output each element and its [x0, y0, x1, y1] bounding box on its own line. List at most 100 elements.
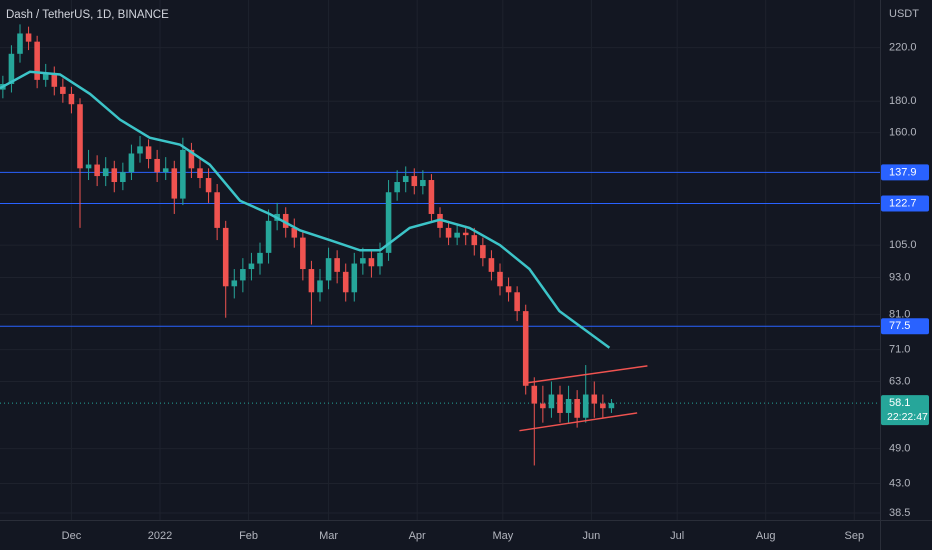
x-tick-label: Dec	[62, 530, 82, 542]
candle-body	[102, 168, 109, 177]
x-tick-label: Sep	[844, 530, 864, 542]
candle-body	[154, 158, 160, 173]
y-axis-label: USDT	[889, 8, 919, 20]
candle-body	[420, 180, 426, 187]
price-line-label: 122.7	[889, 197, 917, 209]
x-tick-label: May	[492, 530, 513, 542]
candle-body	[42, 73, 49, 80]
candle-body	[214, 192, 220, 228]
candle-body	[411, 176, 418, 187]
current-price-label-bg	[881, 395, 929, 426]
candle-body	[51, 73, 58, 87]
x-tick-label: Feb	[239, 530, 258, 542]
candle-body	[68, 93, 75, 105]
moving-average	[0, 70, 611, 349]
candle-body	[608, 403, 615, 409]
y-tick-label: 160.0	[889, 127, 917, 139]
price-line-label-bg	[881, 318, 929, 335]
x-tick-label: Jul	[670, 530, 684, 542]
candle-body	[385, 192, 392, 253]
y-tick-label: 81.0	[889, 308, 910, 320]
candle-body	[565, 399, 572, 413]
candle-body	[111, 168, 118, 183]
candle-body	[308, 269, 315, 293]
candle-body	[300, 237, 306, 270]
y-tick-label: 220.0	[889, 42, 917, 54]
chart-title: Dash / TetherUS, 1D, BINANCE	[6, 9, 169, 21]
candle-body	[248, 263, 255, 270]
candle-body	[591, 394, 598, 404]
candle-body	[394, 182, 400, 193]
candle-body	[428, 180, 435, 214]
candle-body	[480, 245, 486, 259]
candle-body	[351, 263, 358, 293]
candle-body	[402, 176, 409, 183]
y-tick-label: 180.0	[889, 95, 917, 107]
channel-line	[519, 412, 638, 432]
candle-body	[531, 385, 538, 404]
candle-body	[180, 149, 186, 199]
y-tick-label: 49.0	[889, 442, 910, 454]
price-line-label-bg	[881, 195, 929, 212]
candle-body	[34, 41, 40, 80]
x-tick-label: Aug	[756, 530, 776, 542]
candle-body	[574, 399, 580, 418]
price-line-label: 77.5	[889, 320, 910, 332]
candle-body	[522, 311, 529, 386]
y-tick-label: 93.0	[889, 271, 910, 283]
candle-body	[445, 227, 452, 238]
candle-body	[137, 146, 143, 154]
candle-body	[162, 168, 169, 173]
countdown-label: 22:22:47	[887, 411, 928, 423]
channel-line	[527, 365, 648, 384]
candle-body	[582, 394, 589, 418]
candle-body	[317, 280, 323, 293]
price-line-label: 137.9	[889, 166, 917, 178]
candle-body	[291, 227, 298, 238]
candle-body	[462, 232, 469, 236]
candle-body	[85, 164, 92, 169]
candle-body	[471, 235, 478, 246]
candle-body	[257, 252, 263, 264]
candle-body	[188, 149, 195, 169]
candle-body	[334, 258, 340, 272]
x-tick-label: Apr	[409, 530, 426, 542]
candle-body	[120, 172, 126, 183]
current-price-label: 58.1	[889, 397, 910, 409]
x-tick-label: 2022	[148, 530, 172, 542]
candle-body	[505, 286, 512, 293]
y-tick-label: 71.0	[889, 343, 910, 355]
price-line-label-bg	[881, 164, 929, 181]
candle-body	[8, 53, 15, 85]
candle-body	[94, 164, 100, 177]
x-tick-label: Jun	[583, 530, 601, 542]
candle-body	[368, 258, 375, 267]
candle-body	[17, 33, 23, 54]
candle-body	[488, 258, 495, 272]
candle-body	[222, 227, 229, 287]
candle-body	[265, 220, 272, 253]
candle-body	[171, 168, 178, 199]
y-tick-label: 38.5	[889, 507, 910, 519]
candle-body	[548, 394, 555, 409]
candle-body	[240, 269, 246, 281]
candle-body	[231, 280, 238, 287]
candle-body	[282, 213, 289, 228]
candle-body	[60, 86, 66, 94]
candle-body	[205, 178, 212, 193]
candle-body	[25, 33, 32, 42]
candle-body	[557, 394, 563, 413]
candle-body	[197, 168, 203, 179]
y-tick-label: 43.0	[889, 477, 910, 489]
candle-body	[325, 258, 332, 281]
y-tick-label: 63.0	[889, 375, 910, 387]
candle-body	[497, 271, 503, 287]
candle-body	[360, 258, 366, 264]
x-tick-label: Mar	[319, 530, 338, 542]
candle-body	[145, 146, 152, 159]
candle-body	[342, 271, 349, 293]
candle-body	[514, 292, 520, 312]
candle-body	[454, 232, 460, 238]
